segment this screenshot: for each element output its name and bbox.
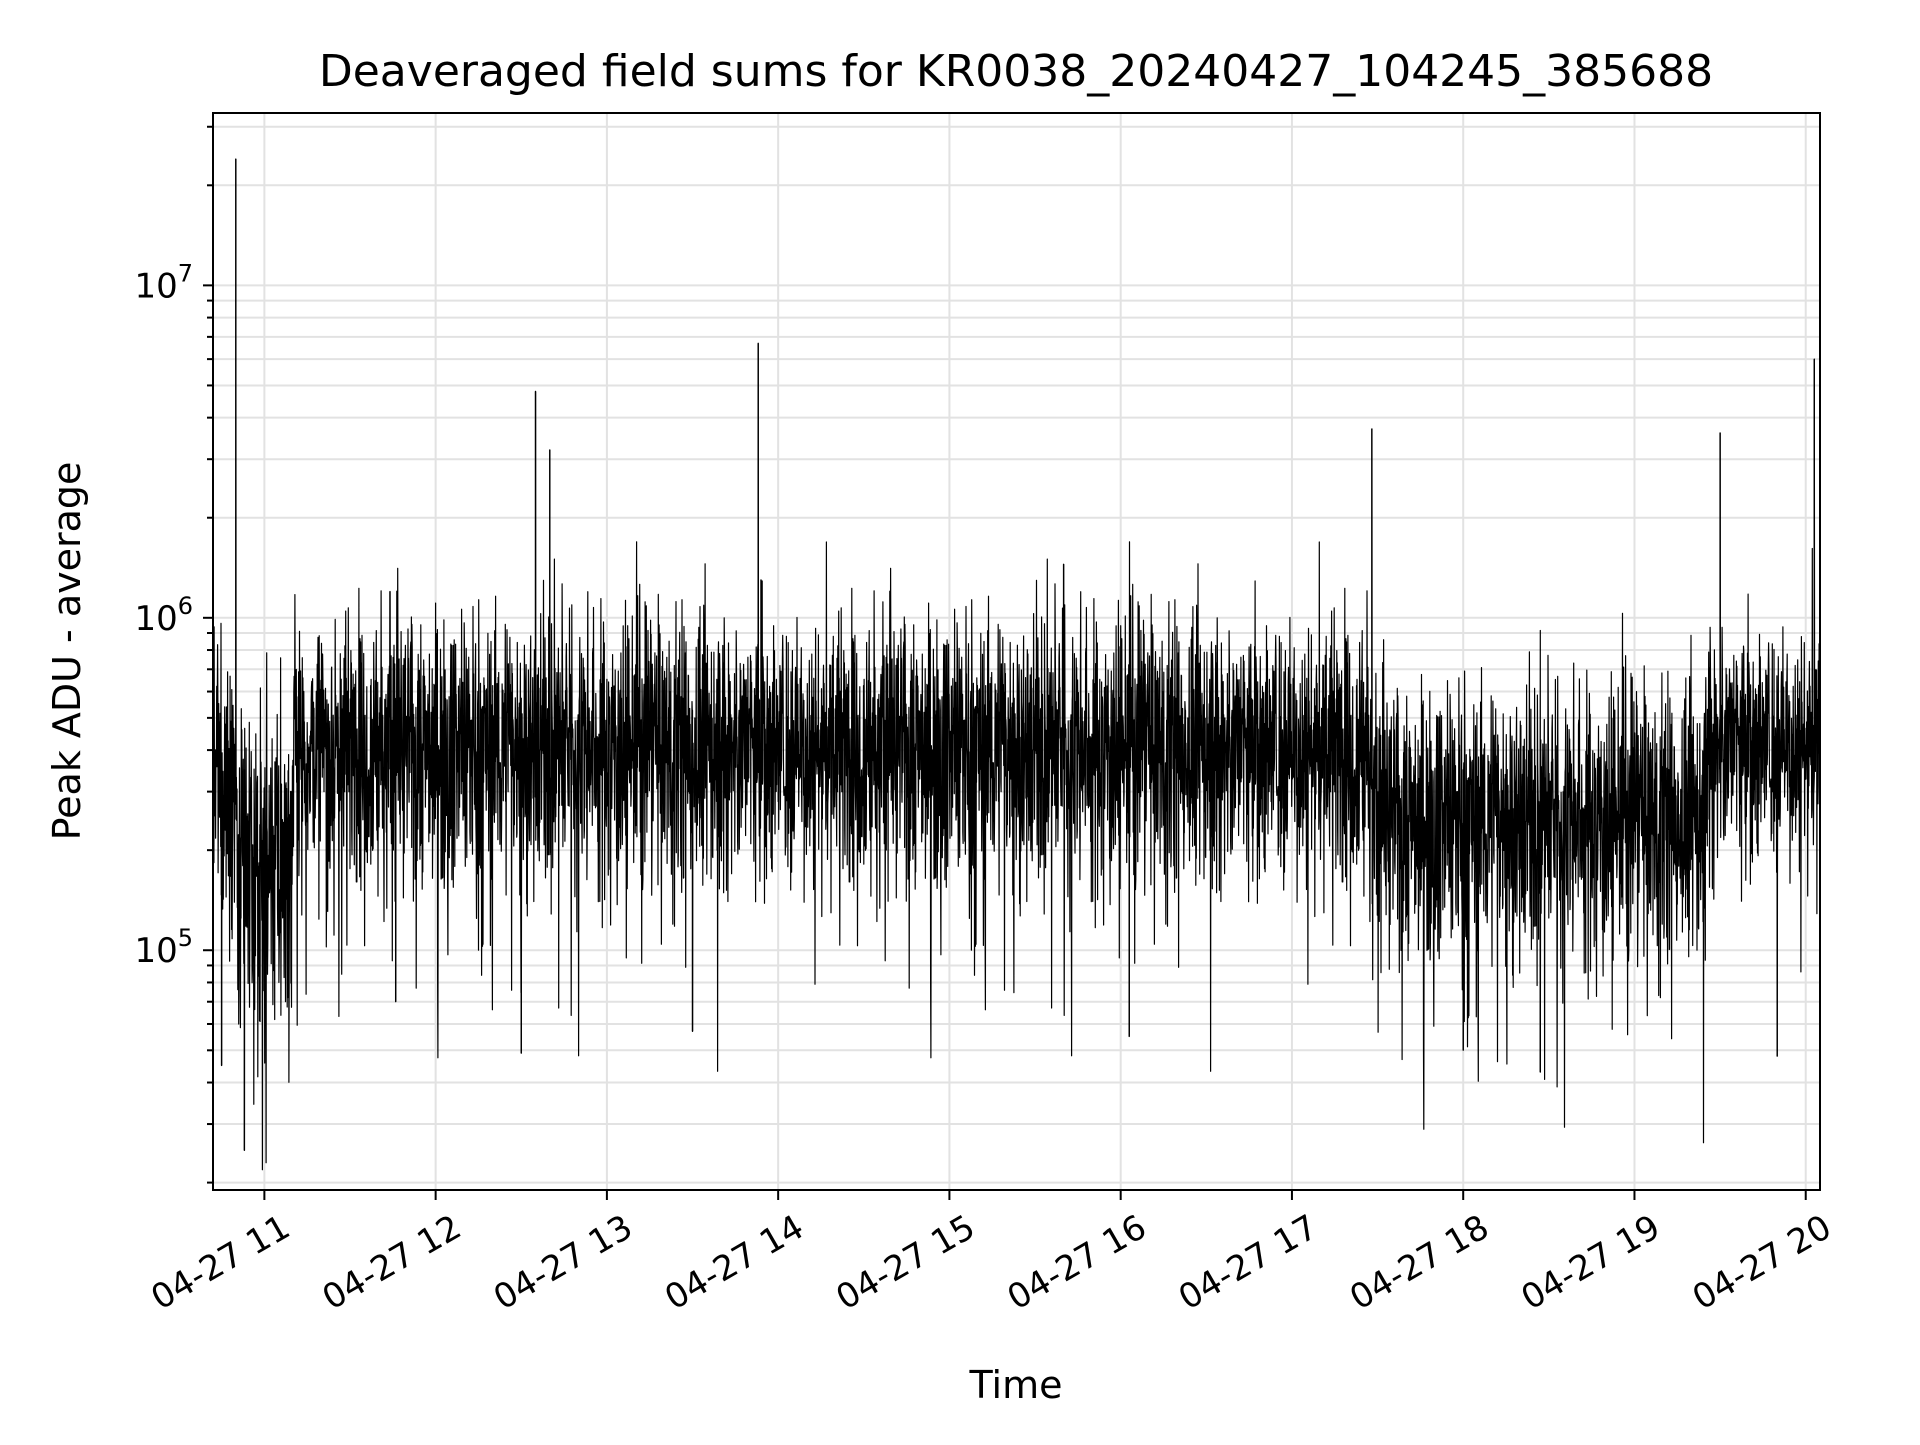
x-tick-label: 04-27 17 (1172, 1207, 1324, 1318)
y-tick-label: 106 (134, 592, 193, 639)
x-tick-label: 04-27 15 (830, 1207, 982, 1318)
x-tick-label: 04-27 14 (658, 1207, 810, 1318)
x-axis-ticks: 04-27 11 04-27 12 04-27 13 04-27 14 04-27 15… (144, 1190, 1838, 1318)
x-tick-label: 04-27 18 (1343, 1207, 1495, 1318)
x-tick-label: 04-27 12 (316, 1207, 468, 1318)
y-tick-label: 107 (134, 259, 193, 306)
y-tick-label: 105 (134, 924, 193, 971)
y-tick-exponent: 5 (178, 924, 193, 952)
x-tick-label: 04-27 11 (144, 1207, 296, 1318)
plot-frame (212, 112, 1821, 1191)
y-tick-exponent: 7 (178, 259, 193, 287)
y-tick-base: 10 (134, 266, 177, 306)
y-tick-base: 10 (134, 599, 177, 639)
y-tick-exponent: 6 (178, 592, 193, 620)
data-series-line (212, 158, 1821, 1171)
x-tick-label: 04-27 19 (1515, 1207, 1667, 1318)
x-tick-label: 04-27 16 (1001, 1207, 1153, 1318)
chart-title: Deaveraged field sums for KR0038_2024042… (319, 46, 1713, 97)
series-layer (212, 158, 1821, 1171)
x-tick-label: 04-27 13 (487, 1207, 639, 1318)
x-axis-label: Time (969, 1363, 1063, 1407)
x-tick-label: 04-27 20 (1686, 1207, 1838, 1318)
y-axis-label: Peak ADU - average (45, 462, 89, 841)
y-tick-base: 10 (134, 931, 177, 971)
